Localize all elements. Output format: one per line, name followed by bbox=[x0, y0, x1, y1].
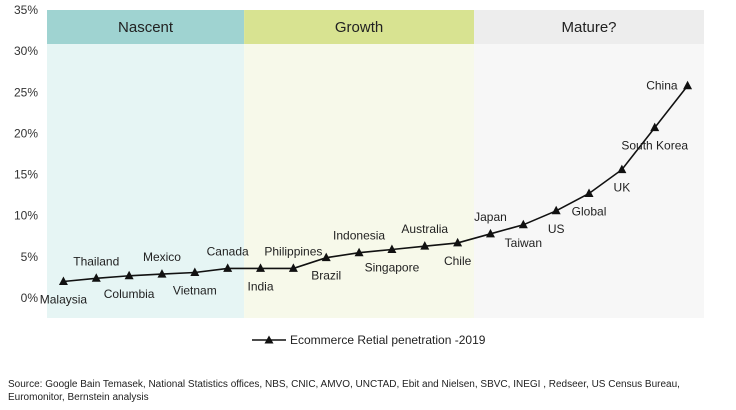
data-point-marker bbox=[551, 205, 561, 215]
data-point-label: Columbia bbox=[104, 287, 155, 301]
y-tick-label: 20% bbox=[14, 126, 38, 140]
phase-label-0: Nascent bbox=[118, 19, 174, 36]
data-point-marker bbox=[157, 269, 167, 278]
data-point-marker bbox=[91, 273, 101, 282]
y-tick-label: 35% bbox=[14, 3, 38, 17]
data-point-marker bbox=[387, 244, 397, 253]
data-point-label: Australia bbox=[401, 222, 448, 236]
data-point-marker bbox=[321, 252, 331, 262]
data-point-label: Thailand bbox=[73, 254, 119, 268]
phase-band-0 bbox=[47, 44, 245, 318]
data-point-label: Philippines bbox=[264, 244, 322, 258]
data-point-label: Mexico bbox=[143, 250, 181, 264]
data-point-label: Indonesia bbox=[333, 229, 385, 243]
y-tick-label: 0% bbox=[21, 291, 39, 305]
data-point-marker bbox=[256, 263, 266, 272]
data-point-label: China bbox=[646, 79, 678, 93]
data-point-label: Japan bbox=[474, 210, 507, 224]
y-tick-label: 30% bbox=[14, 44, 38, 58]
legend-label: Ecommerce Retial penetration -2019 bbox=[290, 333, 486, 347]
data-point-label: Global bbox=[572, 204, 607, 218]
data-point-marker bbox=[58, 276, 68, 286]
data-point-marker bbox=[650, 122, 660, 132]
data-point-marker bbox=[223, 263, 233, 272]
y-tick-label: 10% bbox=[14, 209, 38, 223]
phase-header-2 bbox=[474, 10, 704, 44]
data-point-label: Brazil bbox=[311, 269, 341, 283]
legend-swatch bbox=[252, 335, 286, 344]
y-tick-label: 15% bbox=[14, 168, 38, 182]
data-point-marker bbox=[420, 241, 430, 250]
phase-band-2 bbox=[474, 44, 704, 318]
data-point-label: Singapore bbox=[365, 260, 420, 274]
phase-label-1: Growth bbox=[335, 19, 383, 36]
data-point-label: South Korea bbox=[621, 139, 688, 153]
data-point-marker bbox=[683, 80, 693, 90]
data-point-label: Chile bbox=[444, 254, 472, 268]
data-point-label: US bbox=[548, 222, 565, 236]
y-tick-label: 25% bbox=[14, 85, 38, 99]
data-point-marker bbox=[485, 228, 495, 238]
source-note: Source: Google Bain Temasek, National St… bbox=[8, 379, 680, 403]
data-point-label: Vietnam bbox=[173, 283, 217, 297]
data-point-label: Malaysia bbox=[40, 293, 88, 307]
data-point-marker bbox=[617, 164, 627, 174]
data-point-marker bbox=[124, 270, 134, 280]
data-point-marker bbox=[518, 219, 528, 229]
data-point-label: UK bbox=[614, 181, 631, 195]
data-point-marker bbox=[288, 263, 298, 272]
data-point-marker bbox=[584, 188, 594, 197]
phase-band-1 bbox=[244, 44, 475, 318]
phase-header-0 bbox=[47, 10, 245, 44]
phase-label-2: Mature? bbox=[562, 19, 617, 36]
data-point-marker bbox=[354, 247, 364, 257]
y-tick-label: 5% bbox=[21, 250, 39, 264]
data-point-label: Taiwan bbox=[505, 236, 542, 250]
data-point-label: Canada bbox=[207, 244, 249, 258]
legend: Ecommerce Retial penetration -2019 bbox=[252, 333, 485, 347]
data-point-label: India bbox=[248, 279, 274, 293]
phase-header-1 bbox=[244, 10, 475, 44]
series-line bbox=[63, 85, 689, 283]
line-chart: Nascent Growth Mature? 0% 5% 10% 15% 20% 25% 30% 3… bbox=[14, 3, 704, 318]
data-point-marker bbox=[453, 237, 463, 247]
data-point-marker bbox=[190, 267, 200, 276]
